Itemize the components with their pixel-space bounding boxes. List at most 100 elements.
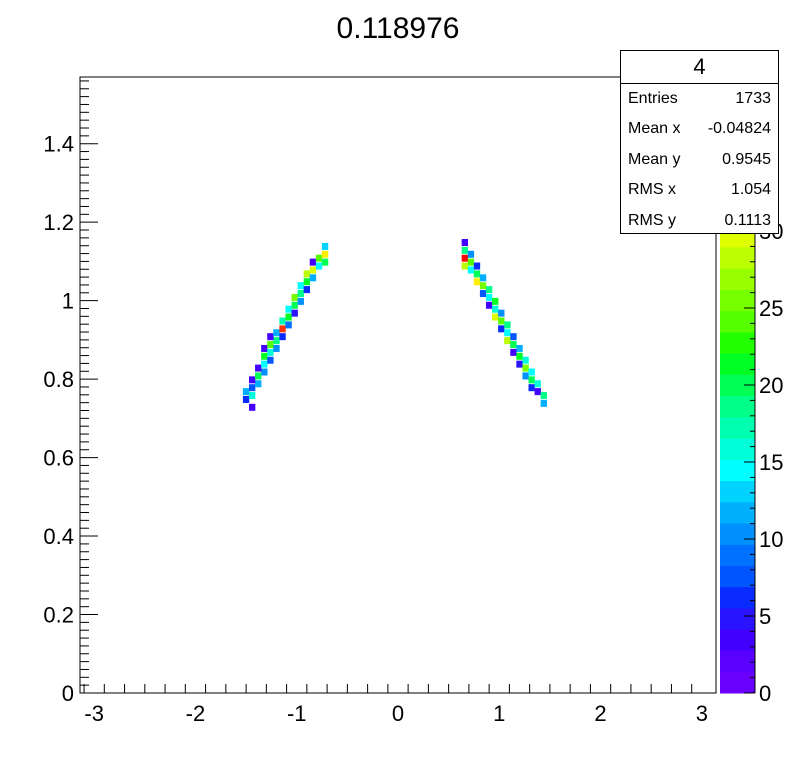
x-tick-label: 2 (594, 701, 606, 726)
color-scale-swatch (720, 671, 755, 694)
stats-row-rms-y: RMS y 0.1113 (621, 206, 778, 236)
heatmap-cell (291, 293, 298, 301)
heatmap-cell (473, 262, 481, 270)
stats-row-mean-y: Mean y 0.9545 (621, 145, 778, 175)
heatmap-cell (255, 364, 262, 372)
color-scale-swatch (720, 501, 755, 524)
x-tick-label: -3 (84, 701, 104, 726)
heatmap-cell (473, 270, 481, 278)
heatmap-cell (485, 301, 493, 309)
heatmap-cell (522, 372, 529, 380)
heatmap-cell (461, 262, 469, 270)
color-scale-swatch (720, 416, 755, 439)
x-tick-label: 1 (493, 701, 505, 726)
heatmap-cell (273, 344, 280, 352)
x-tick-label: -2 (186, 701, 206, 726)
y-tick-label: 1 (62, 289, 74, 314)
stats-label: Mean y (628, 150, 681, 168)
color-scale-swatch (720, 523, 755, 545)
heatmap-cell (267, 341, 274, 349)
heatmap-cell (479, 290, 487, 298)
heatmap-cell (540, 399, 548, 407)
heatmap-cell (461, 239, 469, 247)
heatmap-cell (255, 372, 262, 380)
color-scale-swatch (720, 459, 755, 482)
heatmap-cell (242, 395, 250, 403)
heatmap-cell (492, 313, 499, 321)
heatmap-cell (321, 242, 329, 250)
heatmap-cell (528, 376, 535, 384)
color-scale-swatch (720, 438, 755, 460)
heatmap-cell (467, 250, 475, 258)
heatmap-cell (279, 325, 286, 333)
x-tick-label: 3 (696, 701, 708, 726)
heatmap-cell (261, 368, 268, 376)
heatmap-cell (479, 282, 487, 290)
heatmap-cell (248, 384, 256, 392)
color-scale-swatch (720, 544, 755, 567)
heatmap-cell (534, 388, 541, 396)
heatmap-cell (309, 258, 317, 266)
color-scale-swatch (720, 331, 755, 354)
heatmap-cell (485, 293, 493, 301)
stats-box: 4 Entries 1733 Mean x -0.04824 Mean y 0.… (620, 50, 779, 234)
stats-label: RMS y (628, 211, 676, 229)
heatmap-cell (273, 337, 280, 345)
y-tick-label: 0.4 (43, 524, 74, 549)
heatmap-cell (321, 250, 329, 258)
heatmap-cell (291, 301, 298, 309)
heatmap-cell (297, 290, 304, 298)
heatmap-cell (315, 254, 323, 262)
heatmap-cell (261, 344, 268, 352)
heatmap-cell (510, 333, 517, 341)
heatmap-cell (267, 356, 274, 364)
color-scale-swatch (720, 395, 755, 418)
heatmap-cell (492, 305, 499, 313)
heatmap-cell (261, 352, 268, 360)
heatmap-cell (248, 403, 256, 411)
y-tick-label: 0 (62, 681, 74, 706)
heatmap-cells (242, 239, 548, 411)
stats-value: 0.9545 (722, 150, 771, 168)
stats-row-entries: Entries 1733 (621, 84, 778, 114)
heatmap-cell (467, 266, 475, 274)
color-scale-swatch (720, 565, 755, 588)
heatmap-cell (285, 321, 292, 329)
heatmap-cell (504, 329, 511, 337)
stats-label: RMS x (628, 181, 676, 199)
heatmap-cell (510, 348, 517, 356)
heatmap-cell (297, 297, 304, 305)
heatmap-cell (467, 258, 475, 266)
color-scale-swatch (720, 586, 755, 609)
heatmap-cell (479, 274, 487, 282)
heatmap-cell (267, 348, 274, 356)
y-tick-label: 0.2 (43, 603, 74, 628)
y-tick-label: 0.6 (43, 446, 74, 471)
stats-row-mean-x: Mean x -0.04824 (621, 114, 778, 144)
heatmap-cell (242, 388, 250, 396)
color-scale-swatch (720, 650, 755, 673)
heatmap-cell (492, 297, 499, 305)
z-tick-label: 10 (759, 527, 783, 552)
heatmap-cell (498, 317, 505, 325)
heatmap-cell (498, 325, 505, 333)
z-tick-label: 20 (759, 373, 783, 398)
plot-frame (79, 76, 717, 694)
stats-label: Entries (628, 90, 678, 107)
heatmap-cell (248, 376, 256, 384)
heatmap-cell (291, 309, 298, 317)
z-tick-label: 25 (759, 296, 783, 321)
heatmap-cell (303, 270, 311, 278)
heatmap-cell (522, 356, 529, 364)
heatmap-cell (255, 380, 262, 388)
heatmap-cell (273, 329, 280, 337)
color-scale-swatch (720, 629, 755, 652)
heatmap-cell (516, 344, 523, 352)
chart-title: 0.118976 (337, 12, 460, 45)
color-scale-swatch (720, 480, 755, 503)
heatmap-cell (473, 278, 481, 286)
heatmap-cell (309, 266, 317, 274)
heatmap-cell (303, 286, 311, 294)
color-scale-swatch (720, 289, 755, 312)
z-tick-label: 15 (759, 450, 783, 475)
